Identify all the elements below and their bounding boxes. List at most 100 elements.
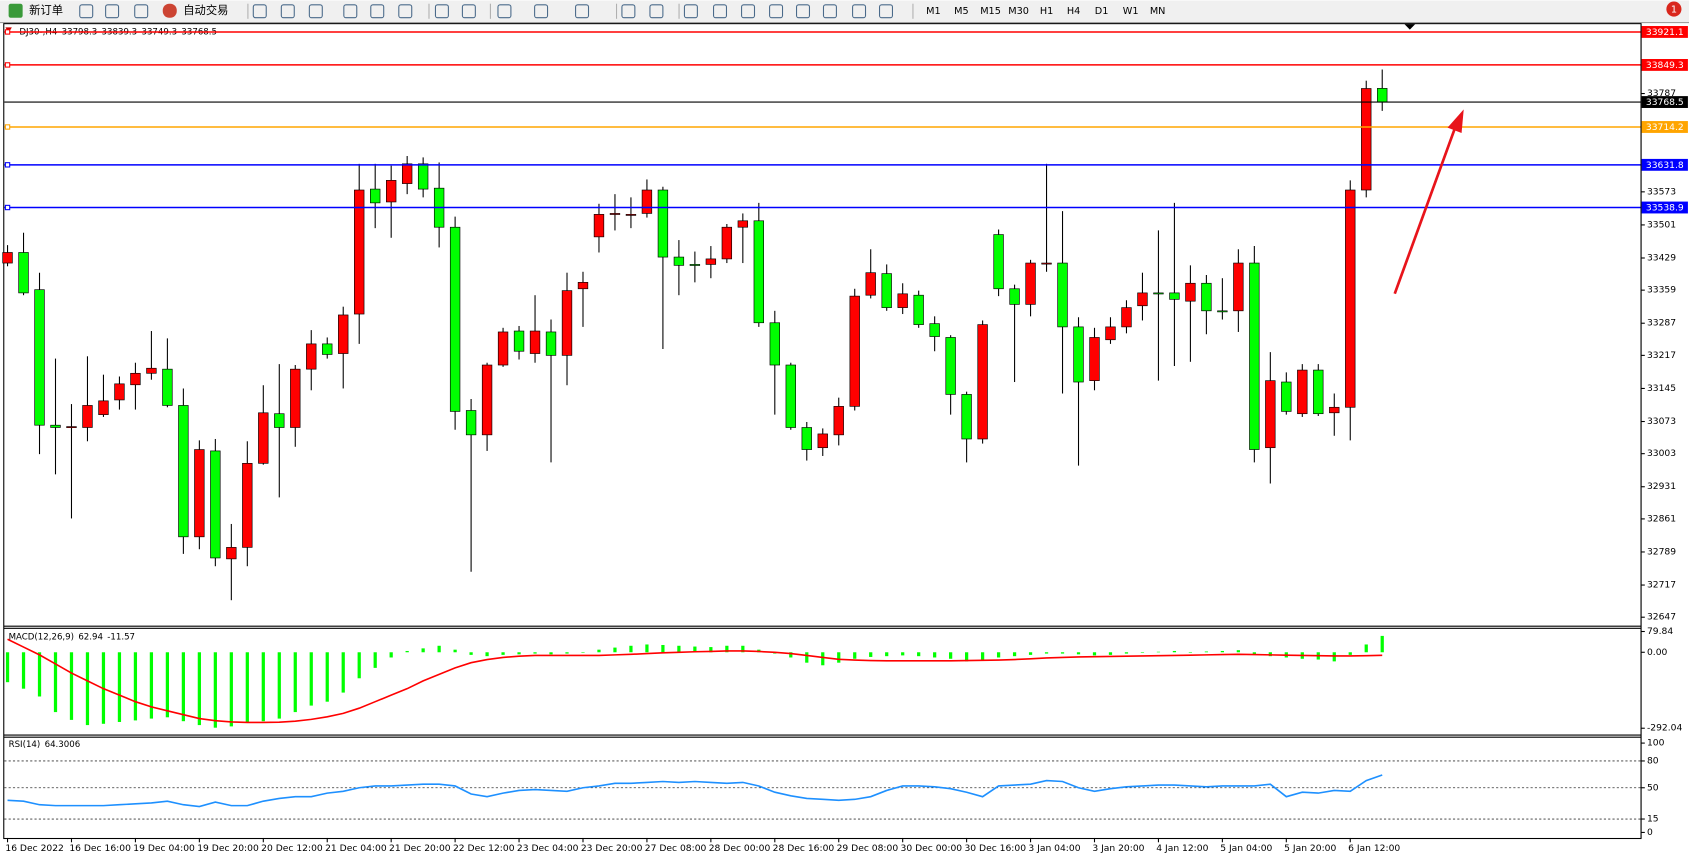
price-line-label-bg bbox=[1641, 26, 1688, 38]
x-tick-label: 19 Dec 04:00 bbox=[133, 843, 195, 854]
toolbar-icon[interactable] bbox=[280, 4, 295, 19]
toolbar-icon[interactable] bbox=[795, 4, 811, 19]
macd-bar bbox=[117, 652, 122, 722]
y-tick-label: 33145 bbox=[1647, 383, 1676, 394]
candle-body bbox=[401, 163, 413, 184]
macd-bar bbox=[453, 649, 457, 653]
candle-body bbox=[577, 282, 589, 290]
y-tick-label: 100 bbox=[1647, 738, 1665, 749]
toolbar-icon[interactable] bbox=[497, 4, 512, 19]
timeframe-button[interactable]: W1 bbox=[1123, 6, 1139, 17]
new-order-button[interactable]: 新订单 bbox=[8, 3, 63, 18]
toolbar-icon[interactable] bbox=[398, 4, 413, 19]
price-line-handle bbox=[4, 62, 11, 68]
y-tick-label: 79.84 bbox=[1647, 626, 1673, 637]
candle-body bbox=[258, 412, 269, 464]
candle-body bbox=[609, 213, 621, 215]
macd-bar bbox=[1188, 652, 1193, 653]
toolbar-icon[interactable] bbox=[79, 4, 94, 19]
toolbar-icon[interactable] bbox=[308, 4, 323, 19]
badge[interactable] bbox=[1666, 1, 1682, 17]
macd-bar bbox=[1140, 652, 1145, 653]
macd-bar bbox=[293, 652, 297, 713]
candle-body bbox=[1105, 326, 1116, 341]
macd-bar bbox=[469, 652, 473, 655]
timeframe-button[interactable]: D1 bbox=[1095, 6, 1109, 17]
candle-body bbox=[689, 264, 701, 266]
y-tick-label: 33003 bbox=[1647, 448, 1676, 459]
timeframe-button[interactable]: H4 bbox=[1067, 6, 1080, 17]
candle-body bbox=[1201, 282, 1212, 312]
macd-bar bbox=[325, 652, 329, 702]
macd-bar bbox=[613, 647, 617, 653]
candle-body bbox=[322, 343, 333, 355]
candle-body bbox=[34, 289, 45, 426]
macd-bar bbox=[645, 644, 649, 653]
macd-bar bbox=[341, 652, 345, 693]
toolbar-icon[interactable] bbox=[878, 4, 894, 19]
candle-body bbox=[769, 322, 780, 366]
timeframe-button[interactable]: H1 bbox=[1040, 6, 1053, 17]
toolbar-icon[interactable] bbox=[741, 4, 756, 19]
toolbar-icon[interactable] bbox=[649, 4, 664, 19]
macd-bar bbox=[1236, 650, 1240, 653]
macd-bar bbox=[933, 652, 937, 658]
candle-body bbox=[993, 234, 1004, 290]
timeframe-button[interactable]: M5 bbox=[954, 6, 969, 17]
candle-body bbox=[162, 368, 173, 406]
timeframe-button[interactable]: M1 bbox=[926, 6, 941, 17]
y-tick-label: 0.00 bbox=[1647, 647, 1668, 658]
toolbar-icon[interactable] bbox=[683, 4, 698, 19]
price-line-handle bbox=[4, 162, 11, 168]
candle-body bbox=[497, 331, 509, 366]
candle-body bbox=[1041, 262, 1052, 265]
candle-body bbox=[210, 450, 221, 559]
macd-bar bbox=[1124, 652, 1129, 654]
macd-bar bbox=[21, 652, 26, 689]
toolbar-icon[interactable] bbox=[343, 4, 358, 19]
macd-bar bbox=[1028, 652, 1033, 655]
toolbar-icon[interactable] bbox=[769, 4, 784, 19]
header-part: 62.94 bbox=[78, 632, 103, 642]
toolbar-icon[interactable] bbox=[575, 4, 590, 19]
price-line-handle bbox=[4, 204, 11, 211]
macd-bar bbox=[1364, 644, 1368, 653]
candle-body bbox=[1345, 189, 1356, 408]
toolbar-icon[interactable] bbox=[822, 4, 837, 19]
price-line-label-bg bbox=[1641, 59, 1688, 71]
macd-bar bbox=[181, 652, 185, 722]
toolbar-icon[interactable] bbox=[434, 4, 449, 19]
toolbar-icon[interactable] bbox=[252, 4, 267, 19]
toolbar-icon[interactable] bbox=[852, 4, 867, 19]
candle-body bbox=[1377, 88, 1388, 103]
toolbar-icon[interactable] bbox=[370, 4, 385, 19]
timeframe-button[interactable]: M15 bbox=[980, 6, 1001, 17]
toolbar-icon[interactable] bbox=[461, 4, 476, 19]
price-line-label-bg bbox=[1641, 201, 1688, 214]
auto-trading-button[interactable]: 自动交易 bbox=[162, 3, 229, 18]
macd-bar bbox=[1076, 652, 1081, 655]
header-part: -11.57 bbox=[107, 632, 135, 642]
macd-bar bbox=[517, 652, 521, 655]
toolbar-icon[interactable] bbox=[534, 4, 549, 19]
macd-bar bbox=[1172, 650, 1177, 653]
timeframe-button[interactable]: M30 bbox=[1008, 6, 1029, 17]
toolbar-icon[interactable] bbox=[134, 4, 149, 19]
macd-bar bbox=[1380, 635, 1384, 653]
macd-bar bbox=[437, 645, 441, 653]
timeframe-button[interactable]: MN bbox=[1150, 6, 1166, 17]
toolbar-icon[interactable] bbox=[621, 4, 636, 19]
macd-bar bbox=[853, 652, 857, 659]
macd-bar bbox=[389, 652, 393, 658]
x-tick-label: 5 Jan 20:00 bbox=[1284, 843, 1336, 854]
toolbar-icon[interactable] bbox=[105, 4, 120, 19]
candle-body bbox=[1265, 380, 1276, 449]
toolbar-icon[interactable] bbox=[713, 4, 728, 19]
macd-bar bbox=[421, 648, 425, 653]
icon bbox=[162, 3, 177, 18]
x-tick-label: 27 Dec 08:00 bbox=[645, 843, 707, 854]
macd-bar bbox=[1092, 652, 1097, 656]
macd-bar bbox=[85, 652, 90, 726]
y-tick-label: 32647 bbox=[1647, 612, 1676, 623]
candle-body bbox=[785, 364, 796, 428]
